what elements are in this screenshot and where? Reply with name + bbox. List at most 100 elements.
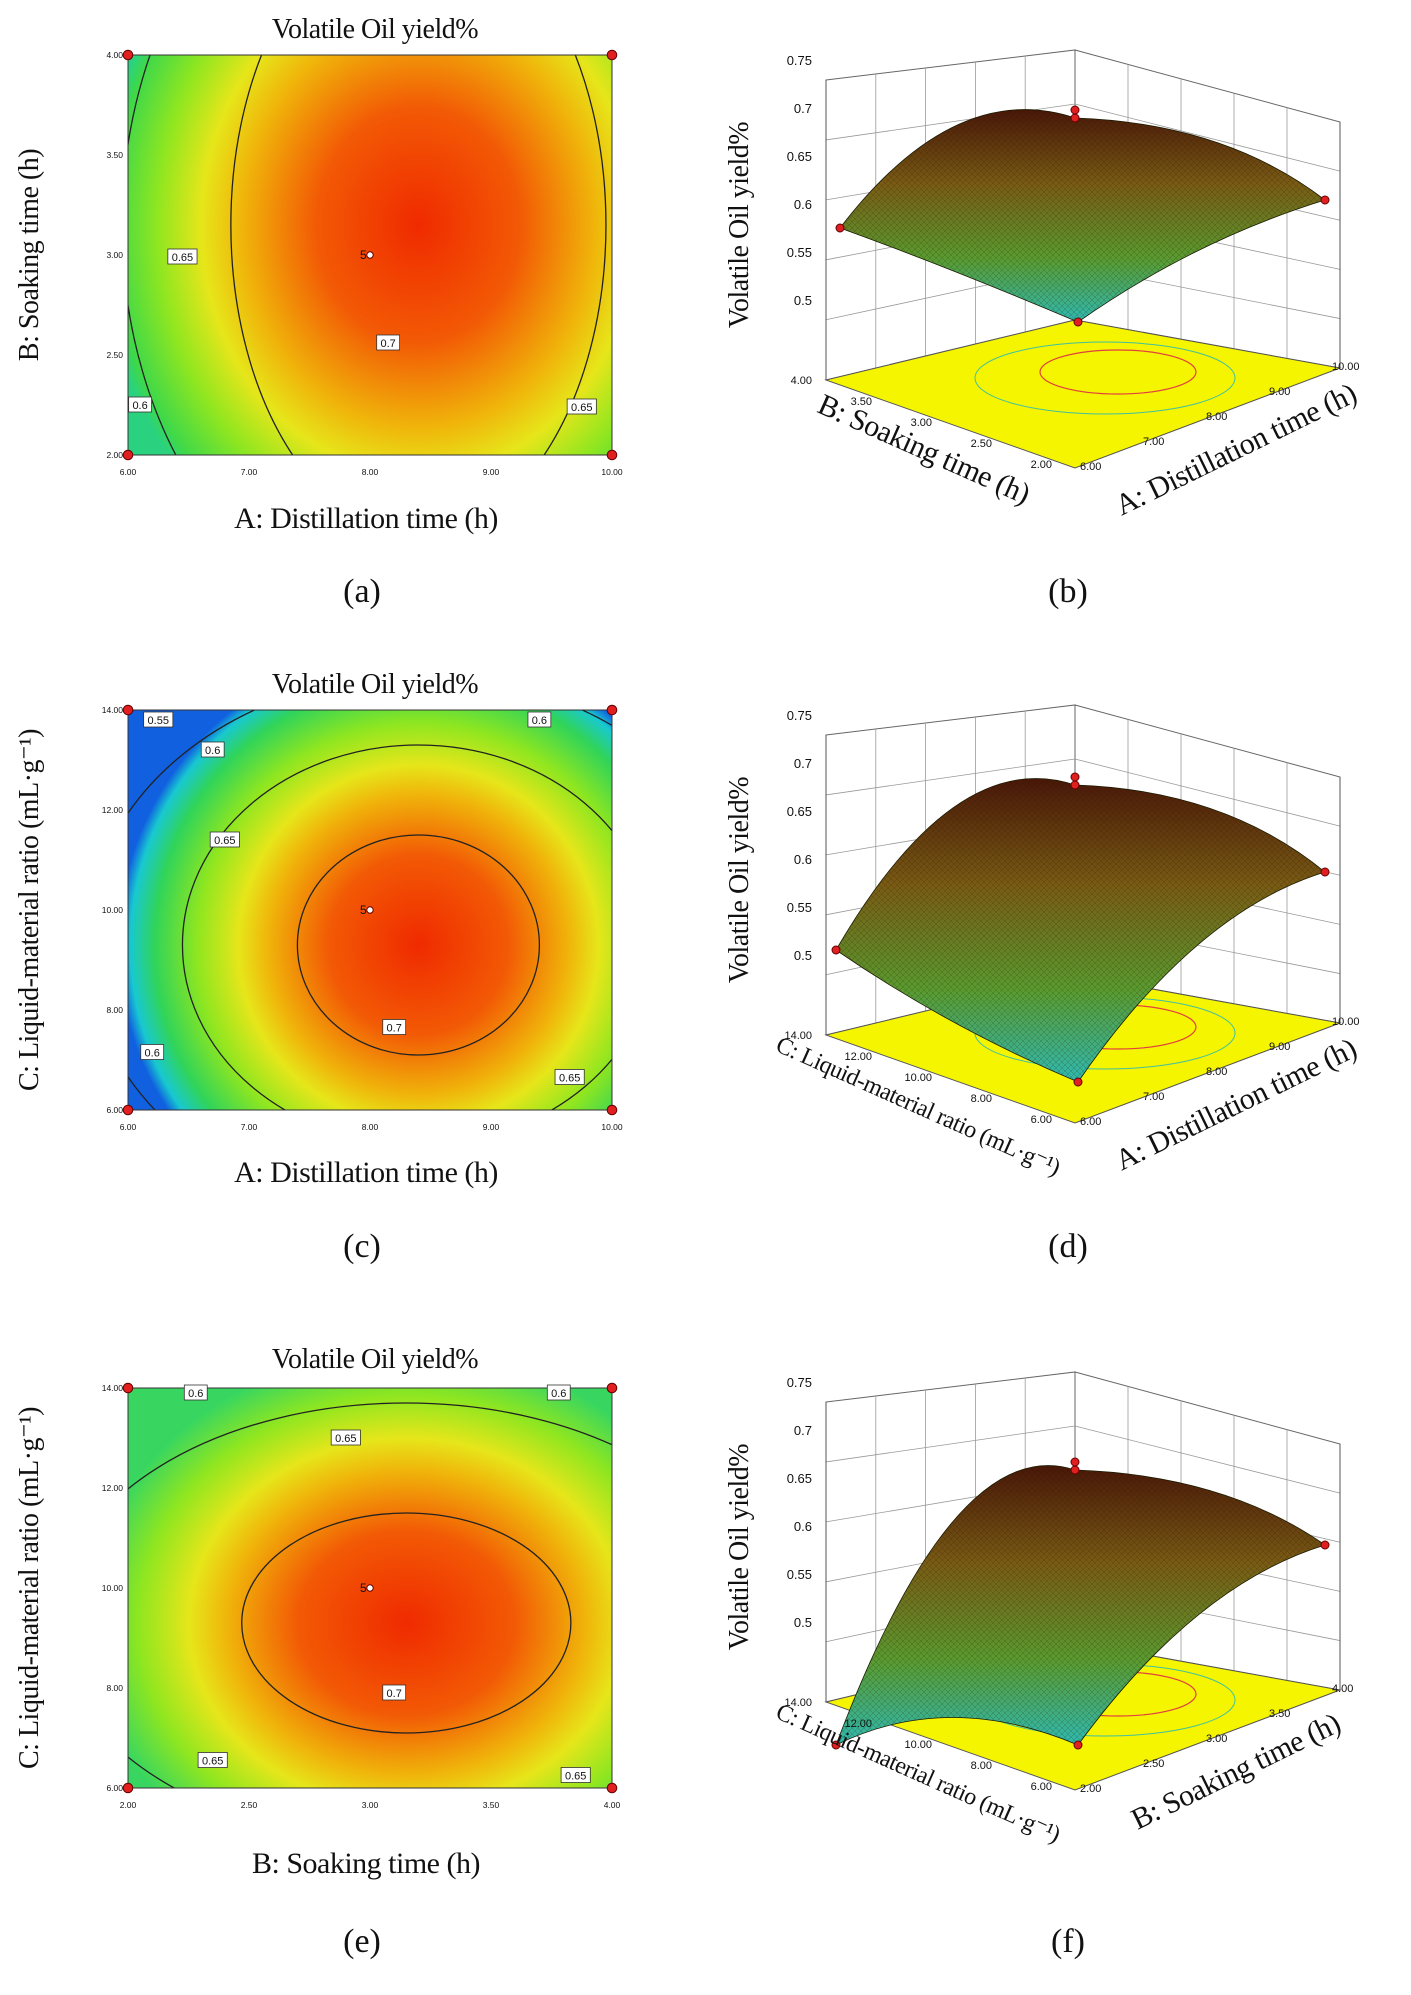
contour-line-0	[241, 1512, 572, 1734]
y-tick-label: 3.00	[911, 417, 932, 429]
svg-text:0.65: 0.65	[214, 835, 235, 847]
x-tick-label: 8.00	[1206, 411, 1227, 423]
svg-text:0.7: 0.7	[387, 1688, 402, 1700]
x-tick-label: 7.00	[1143, 1091, 1164, 1103]
y-tick-label: 6.00	[1031, 1114, 1052, 1126]
contour-label: 0.6	[527, 711, 552, 728]
x-tick-label: 10.00	[601, 1122, 623, 1132]
design-point	[366, 251, 374, 259]
chart-title: Volatile Oil yield%	[272, 1344, 478, 1375]
x-tick-label: 3.00	[362, 1800, 379, 1810]
design-point	[366, 1584, 374, 1592]
y-axis-label: C: Liquid-material ratio (mL·g⁻¹)	[14, 729, 45, 1091]
surface-mesh	[840, 109, 1325, 322]
z-tick-label: 0.65	[787, 804, 812, 819]
design-point	[122, 449, 134, 461]
x-tick-label: 2.00	[1080, 1783, 1101, 1795]
x-tick-label: 9.00	[1269, 386, 1290, 398]
y-tick-label: 2.00	[1031, 459, 1052, 471]
x-tick-label: 6.00	[1080, 1116, 1101, 1128]
design-point	[1073, 1077, 1083, 1087]
panel-label: (f)	[1051, 1923, 1085, 1960]
y-tick-label: 12.00	[844, 1051, 872, 1063]
x-tick-label: 3.50	[1269, 1708, 1290, 1720]
contour-panel-(c): 0.55 0.6 0.6 0.65 0.7 0.6 0.65 5 6.00 7.00 8.00 9.0…	[14, 669, 623, 1189]
y-tick-label: 3.00	[106, 250, 123, 260]
y-axis-label: C: Liquid-material ratio (mL·g⁻¹)	[14, 1407, 45, 1769]
design-point	[1073, 317, 1083, 327]
x-tick-label: 9.00	[483, 467, 500, 477]
design-point	[122, 1382, 134, 1394]
y-tick-label: 12.00	[102, 805, 124, 815]
x-tick-label: 10.00	[1332, 1016, 1360, 1028]
contour-label: 0.6	[128, 396, 152, 413]
z-tick-label: 0.5	[794, 1615, 812, 1630]
svg-text:0.6: 0.6	[205, 745, 220, 757]
floor-contour	[1039, 349, 1197, 395]
y-tick-label: 2.50	[106, 350, 123, 360]
y-tick-label: 14.00	[784, 1030, 812, 1042]
surface-panel-(f): 0.5 0.55 0.6 0.65 0.7 0.75 14.00 12.00 10.00 8.00…	[724, 1371, 1353, 1848]
y-tick-label: 6.00	[106, 1783, 123, 1793]
x-tick-label: 9.00	[1269, 1041, 1290, 1053]
y-tick-label: 14.00	[102, 705, 124, 715]
y-tick-label: 3.50	[851, 396, 872, 408]
y-tick-label: 3.50	[106, 150, 123, 160]
design-point	[1070, 772, 1080, 782]
contour-line-0	[230, 55, 607, 455]
design-point	[1320, 867, 1330, 877]
panel-label: (a)	[343, 573, 381, 610]
contour-label: 0.55	[143, 711, 174, 728]
design-point	[606, 1382, 618, 1394]
x-axis-label: B: Soaking time (h)	[252, 1847, 480, 1880]
y-tick-label: 14.00	[102, 1383, 124, 1393]
svg-text:0.65: 0.65	[565, 1771, 586, 1783]
contour-label: 0.65	[566, 398, 597, 415]
y-tick-label: 6.00	[106, 1105, 123, 1115]
design-point	[1070, 105, 1080, 115]
design-point	[831, 1740, 841, 1750]
contour-label: 0.65	[209, 831, 240, 848]
design-point	[606, 449, 618, 461]
design-point	[831, 945, 841, 955]
y-tick-label: 2.00	[106, 450, 123, 460]
z-tick-label: 0.65	[787, 1471, 812, 1486]
x-tick-label: 8.00	[1206, 1066, 1227, 1078]
design-point	[606, 704, 618, 716]
x-tick-label: 7.00	[1143, 436, 1164, 448]
contour-label: 0.7	[376, 334, 401, 351]
contour-label: 0.6	[183, 1384, 208, 1401]
svg-text:0.65: 0.65	[172, 252, 193, 264]
panel-label: (d)	[1048, 1228, 1088, 1265]
design-point	[1070, 1457, 1080, 1467]
z-tick-label: 0.5	[794, 293, 812, 308]
y-tick-label: 8.00	[106, 1005, 123, 1015]
x-tick-label: 8.00	[362, 1122, 379, 1132]
z-tick-label: 0.7	[794, 101, 812, 116]
y-tick-label: 10.00	[102, 905, 124, 915]
y-tick-label: 12.00	[102, 1483, 124, 1493]
contour-label: 0.6	[200, 741, 225, 758]
x-tick-label: 8.00	[362, 467, 379, 477]
design-point	[122, 1104, 134, 1116]
surface-mesh	[836, 1465, 1325, 1745]
panel-label: (c)	[343, 1228, 381, 1265]
contour-label: 0.65	[330, 1429, 361, 1446]
chart-title: Volatile Oil yield%	[272, 14, 478, 45]
x-tick-label: 6.00	[120, 1122, 137, 1132]
x-tick-label: 6.00	[120, 467, 137, 477]
contour-line-1	[181, 744, 612, 1110]
contour-panel-(e): 0.6 0.6 0.65 0.7 0.65 0.65 5 2.00 2.50 3.00 3.50 4.…	[14, 1344, 621, 1880]
surface-panel-(d): 0.5 0.55 0.6 0.65 0.7 0.75 14.00 12.00 10.00 8.00…	[724, 704, 1362, 1181]
z-tick-label: 0.7	[794, 1423, 812, 1438]
x-tick-label: 2.00	[120, 1800, 137, 1810]
x-axis-label: A: Distillation time (h)	[234, 502, 498, 535]
z-tick-label: 0.55	[787, 245, 812, 260]
y-tick-label: 8.00	[971, 1093, 992, 1105]
x-tick-label: 7.00	[241, 467, 258, 477]
contour-label: 0.65	[167, 248, 198, 265]
x-tick-label: 10.00	[1332, 361, 1360, 373]
panel-label: (b)	[1048, 573, 1088, 610]
design-point	[122, 1782, 134, 1794]
